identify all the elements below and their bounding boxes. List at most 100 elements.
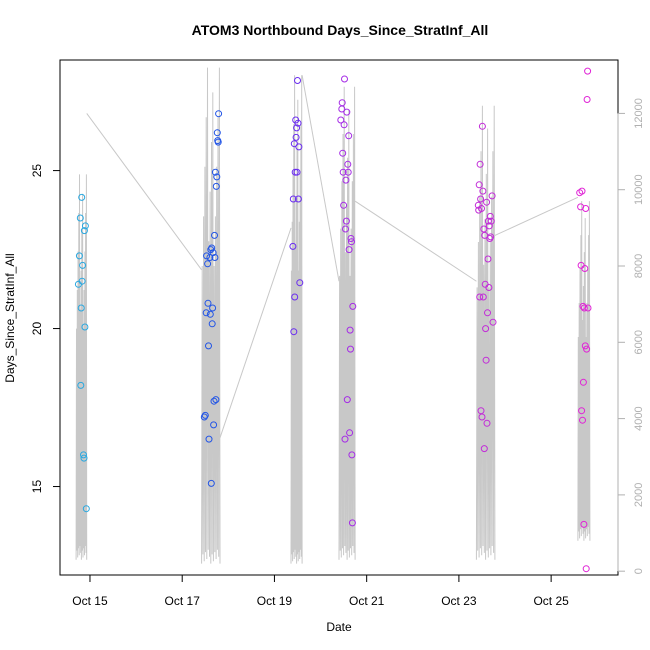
data-point bbox=[292, 133, 300, 141]
data-point bbox=[476, 293, 484, 301]
data-point bbox=[478, 205, 485, 212]
data-point bbox=[478, 413, 486, 421]
data-point bbox=[201, 411, 209, 419]
data-point bbox=[210, 421, 218, 429]
data-point bbox=[487, 233, 495, 241]
chart-title: ATOM3 Northbound Days_Since_StratInf_All bbox=[192, 22, 489, 38]
data-point bbox=[81, 323, 89, 331]
data-point bbox=[296, 279, 304, 287]
data-point bbox=[293, 124, 301, 132]
data-point bbox=[342, 225, 349, 233]
data-point bbox=[343, 396, 351, 404]
data-point bbox=[82, 505, 90, 513]
data-point bbox=[347, 345, 354, 353]
data-point bbox=[291, 293, 299, 301]
x-tick-label: Oct 23 bbox=[441, 594, 477, 608]
data-point bbox=[480, 445, 488, 453]
data-point bbox=[581, 265, 589, 272]
data-point bbox=[294, 119, 302, 127]
data-points bbox=[74, 67, 592, 573]
data-point bbox=[483, 198, 491, 206]
altitude-connector bbox=[354, 200, 477, 282]
data-point bbox=[76, 214, 84, 222]
data-point bbox=[212, 396, 220, 404]
data-point bbox=[211, 168, 219, 176]
data-point bbox=[210, 397, 218, 405]
data-point bbox=[342, 176, 350, 184]
y-tick-label: 15 bbox=[30, 480, 44, 494]
altitude-connector bbox=[301, 75, 340, 282]
y-tick-label: 25 bbox=[30, 164, 44, 178]
data-point bbox=[345, 246, 353, 254]
y-tick-label: 20 bbox=[30, 322, 44, 336]
data-point bbox=[81, 222, 89, 230]
data-point bbox=[209, 304, 217, 312]
data-point bbox=[294, 77, 301, 84]
data-point bbox=[476, 160, 484, 168]
data-point bbox=[290, 328, 298, 336]
data-point bbox=[200, 413, 208, 421]
data-point bbox=[80, 454, 88, 462]
x-tick-label: Oct 19 bbox=[257, 594, 293, 608]
data-point bbox=[77, 381, 85, 389]
data-point bbox=[207, 479, 215, 487]
data-point bbox=[583, 96, 591, 103]
x-tick-label: Oct 21 bbox=[349, 594, 385, 608]
data-point bbox=[339, 149, 347, 157]
data-point bbox=[477, 195, 485, 203]
data-point bbox=[483, 419, 491, 427]
data-point bbox=[485, 222, 493, 230]
altitude-connector bbox=[494, 196, 579, 236]
altitude-burst-4 bbox=[475, 105, 496, 560]
data-point bbox=[579, 302, 587, 310]
data-point bbox=[578, 407, 586, 415]
data-point bbox=[581, 342, 589, 350]
data-point bbox=[348, 451, 356, 459]
data-point bbox=[579, 416, 586, 424]
data-point bbox=[487, 217, 495, 225]
y-axis-left: 15 20 25 bbox=[30, 164, 61, 494]
altitude-burst-0 bbox=[75, 174, 88, 560]
data-point bbox=[584, 67, 592, 75]
y2-tick-label: 4000 bbox=[633, 406, 645, 430]
x-tick-label: Oct 15 bbox=[72, 594, 108, 608]
y2-tick-label: 8000 bbox=[633, 254, 645, 278]
data-point bbox=[204, 299, 212, 307]
data-point bbox=[340, 201, 348, 209]
data-point bbox=[579, 378, 587, 386]
data-point bbox=[580, 304, 588, 312]
data-point bbox=[486, 212, 494, 220]
data-point bbox=[479, 187, 487, 195]
data-point bbox=[75, 252, 83, 260]
data-point bbox=[346, 429, 354, 437]
data-point bbox=[337, 116, 345, 124]
y-axis-right: 0 2000 4000 6000 8000 10000 12000 bbox=[617, 98, 645, 574]
data-point bbox=[478, 122, 486, 130]
data-point bbox=[293, 168, 301, 176]
data-point bbox=[211, 254, 219, 261]
data-point bbox=[78, 193, 86, 201]
x-tick-label: Oct 25 bbox=[533, 594, 569, 608]
altitude-burst-2 bbox=[290, 75, 303, 564]
data-point bbox=[80, 227, 88, 235]
data-point bbox=[79, 261, 87, 269]
altitude-connector bbox=[219, 227, 292, 438]
data-point bbox=[582, 565, 590, 573]
data-point bbox=[77, 304, 85, 312]
x-tick-label: Oct 17 bbox=[165, 594, 201, 608]
data-point bbox=[582, 205, 590, 212]
data-point bbox=[206, 310, 214, 318]
data-point bbox=[205, 342, 212, 350]
data-point bbox=[348, 519, 356, 527]
data-point bbox=[347, 235, 355, 242]
altitude-burst-1 bbox=[201, 67, 221, 564]
altitude-burst-5 bbox=[577, 201, 591, 541]
altitude-burst-3 bbox=[338, 86, 356, 560]
data-point bbox=[349, 302, 357, 310]
data-point bbox=[289, 195, 297, 203]
altitude-series bbox=[75, 67, 591, 564]
y2-tick-label: 10000 bbox=[633, 174, 645, 205]
data-point bbox=[348, 238, 355, 246]
data-point bbox=[290, 140, 298, 148]
data-point bbox=[213, 173, 221, 181]
